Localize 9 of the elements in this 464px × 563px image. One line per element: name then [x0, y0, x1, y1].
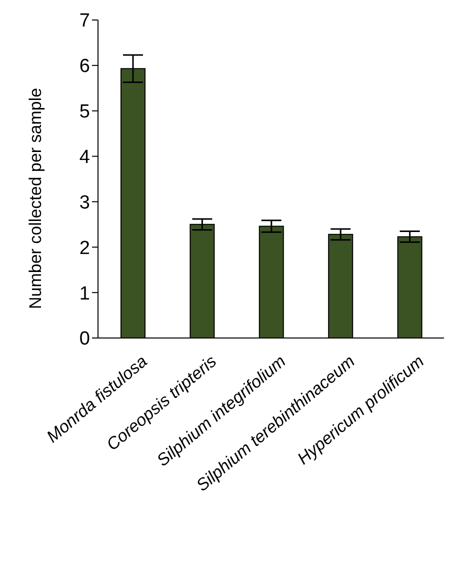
- y-tick-label: 2: [79, 238, 90, 259]
- y-tick-label: 1: [79, 283, 90, 304]
- y-tick-label: 0: [79, 328, 90, 350]
- y-tick-label: 5: [79, 102, 90, 123]
- y-axis-title: Number collected per sample: [26, 88, 46, 309]
- y-tick-label: 4: [79, 147, 90, 168]
- y-tick-label: 3: [79, 192, 90, 214]
- y-tick-label: 7: [79, 10, 90, 32]
- y-tick-label: 6: [79, 56, 90, 78]
